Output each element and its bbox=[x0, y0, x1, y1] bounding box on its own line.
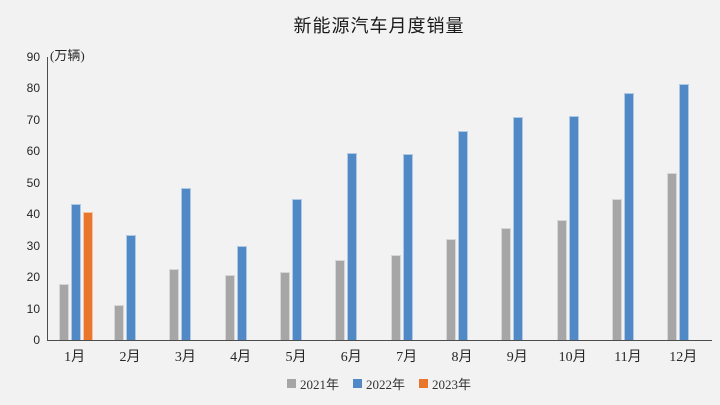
x-axis-label-4月: 4月 bbox=[230, 350, 252, 365]
bar-2021年-6月 bbox=[335, 259, 346, 340]
chart-title: 新能源汽车月度销量 bbox=[293, 16, 465, 36]
bar-group-3月 bbox=[159, 57, 214, 340]
bar-2021年-12月 bbox=[667, 173, 678, 340]
y-axis-tick-label: 50 bbox=[26, 175, 40, 190]
y-axis: 0 10 20 30 40 50 60 70 80 90 bbox=[6, 50, 40, 347]
y-axis-tick-label: 20 bbox=[26, 270, 40, 285]
x-axis-label-6月: 6月 bbox=[340, 350, 362, 365]
x-axis-label-1月: 1月 bbox=[64, 350, 86, 365]
bar-group-2月 bbox=[103, 57, 158, 340]
bar-group-1月 bbox=[48, 57, 103, 340]
bar-2023年-1月 bbox=[82, 211, 93, 340]
x-axis-label-3月: 3月 bbox=[174, 350, 196, 365]
x-axis-label-11月: 11月 bbox=[614, 350, 642, 365]
legend-item-2023年: 2023年 bbox=[419, 374, 471, 393]
legend-label: 2023年 bbox=[432, 377, 472, 392]
legend-item-2022年: 2022年 bbox=[352, 374, 405, 393]
bar-2022年-8月 bbox=[457, 130, 468, 340]
legend-label: 2021年 bbox=[299, 377, 339, 392]
bar-2021年-10月 bbox=[556, 219, 567, 340]
bar-2021年-4月 bbox=[224, 275, 235, 340]
legend-swatch-icon bbox=[352, 379, 362, 388]
y-axis-tick-label: 0 bbox=[33, 333, 40, 347]
x-axis-label-10月: 10月 bbox=[558, 350, 587, 365]
bar-2021年-11月 bbox=[611, 198, 622, 340]
bar-group-4月 bbox=[214, 57, 269, 340]
legend-swatch-icon bbox=[286, 379, 296, 388]
bar-groups bbox=[48, 57, 712, 340]
bar-2022年-3月 bbox=[181, 187, 192, 340]
y-axis-tick-label: 60 bbox=[26, 144, 40, 159]
bar-group-12月 bbox=[657, 57, 712, 340]
x-axis-label-12月: 12月 bbox=[669, 350, 698, 365]
x-axis-label-9月: 9月 bbox=[506, 350, 528, 365]
bar-2022年-5月 bbox=[291, 199, 302, 340]
legend: 2021年 2022年 2023年 bbox=[47, 374, 711, 393]
bar-2021年-1月 bbox=[58, 283, 69, 340]
bar-2021年-9月 bbox=[501, 227, 512, 340]
x-axis-label-7月: 7月 bbox=[396, 350, 418, 365]
legend-item-2021年: 2021年 bbox=[286, 374, 339, 393]
bar-2022年-9月 bbox=[513, 117, 524, 340]
y-axis-tick-label: 30 bbox=[26, 238, 40, 253]
x-axis: 1月 2月 3月 4月 5月 6月 7月 8月 9月 10月 11月 12月 bbox=[47, 346, 711, 366]
legend-label: 2022年 bbox=[365, 377, 405, 392]
bar-group-6月 bbox=[325, 57, 380, 340]
y-axis-tick-label: 10 bbox=[26, 301, 40, 316]
bar-group-8月 bbox=[435, 57, 490, 340]
bar-2022年-6月 bbox=[347, 152, 358, 340]
x-axis-label-2月: 2月 bbox=[119, 350, 141, 365]
plot-area bbox=[47, 57, 712, 341]
bar-group-10月 bbox=[546, 57, 601, 340]
bar-2021年-2月 bbox=[113, 305, 124, 340]
legend-swatch-icon bbox=[419, 379, 428, 388]
y-axis-tick-label: 90 bbox=[26, 50, 40, 64]
bar-group-7月 bbox=[380, 57, 435, 340]
x-axis-label-5月: 5月 bbox=[285, 350, 307, 365]
bar-2022年-12月 bbox=[679, 84, 690, 340]
bar-2022年-7月 bbox=[402, 153, 413, 340]
bar-2021年-8月 bbox=[445, 239, 456, 340]
bar-2022年-1月 bbox=[70, 204, 81, 340]
y-axis-tick-label: 70 bbox=[26, 112, 40, 127]
bar-2021年-7月 bbox=[390, 254, 401, 340]
bar-2022年-11月 bbox=[623, 92, 634, 340]
bar-2022年-2月 bbox=[125, 234, 136, 340]
y-axis-tick-label: 80 bbox=[26, 81, 40, 96]
bar-group-5月 bbox=[269, 57, 324, 340]
bar-2021年-5月 bbox=[279, 271, 290, 340]
y-axis-unit-label: (万辆) bbox=[50, 48, 85, 63]
bar-group-11月 bbox=[601, 57, 656, 340]
bar-2022年-10月 bbox=[568, 115, 579, 340]
y-axis-tick-label: 40 bbox=[26, 207, 40, 222]
bar-2022年-4月 bbox=[236, 245, 247, 340]
x-axis-label-8月: 8月 bbox=[451, 350, 473, 365]
bar-group-9月 bbox=[491, 57, 546, 340]
bar-2021年-3月 bbox=[169, 268, 180, 340]
